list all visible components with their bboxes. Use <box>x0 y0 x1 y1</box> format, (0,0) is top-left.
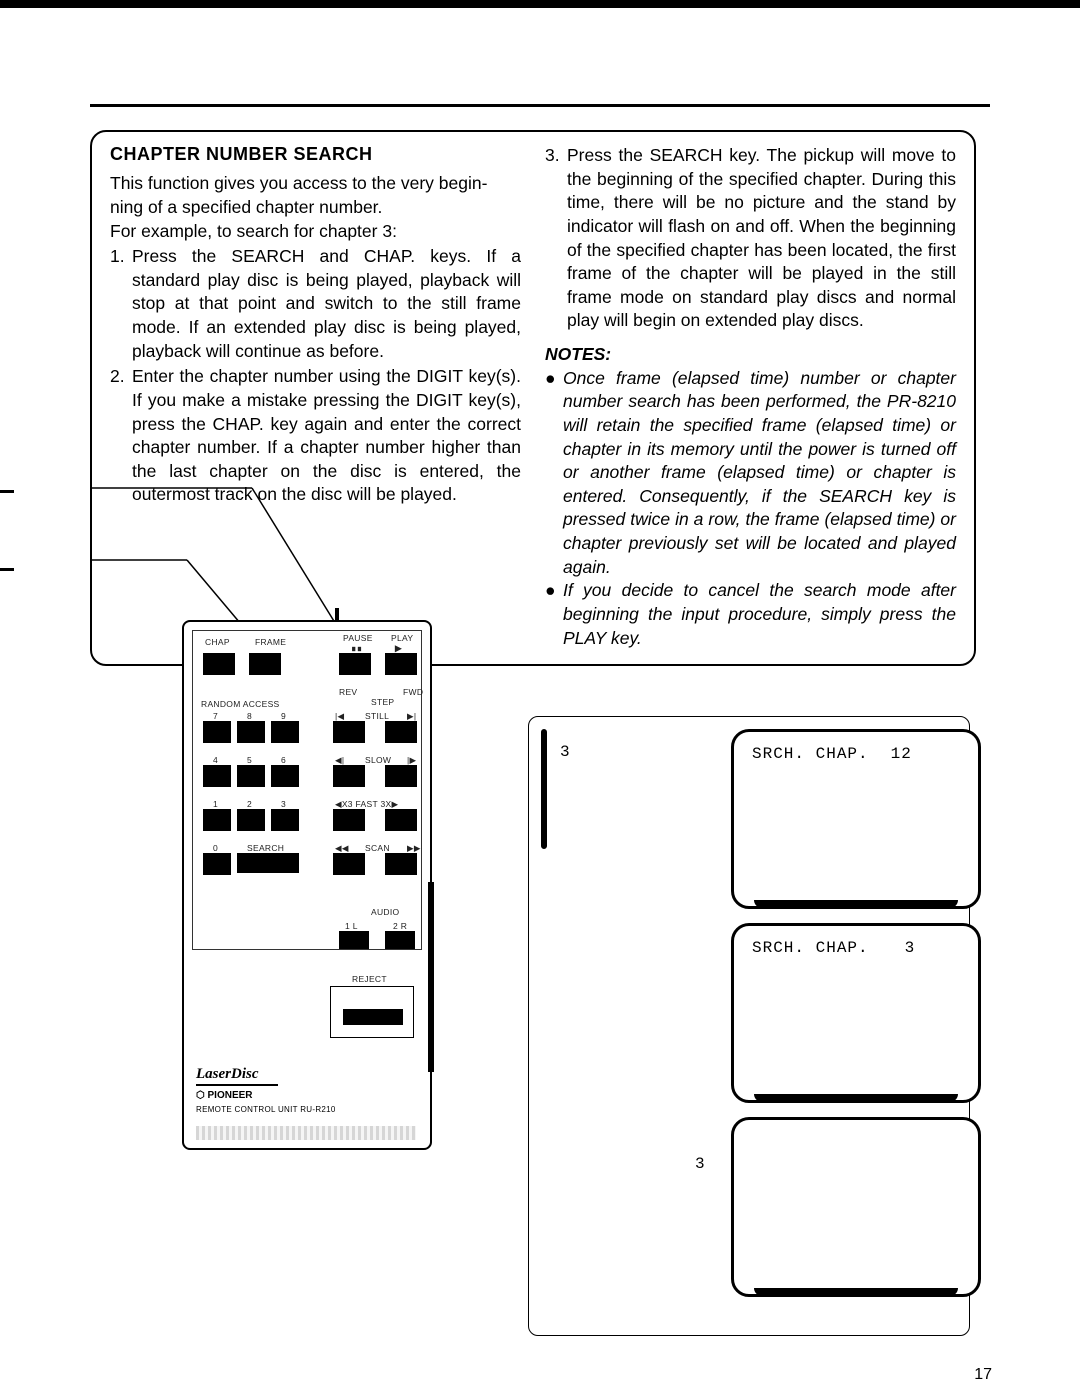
digit-6[interactable] <box>271 765 299 787</box>
reject-button[interactable] <box>343 1009 403 1025</box>
reject-frame <box>330 986 414 1038</box>
audio-label: AUDIO <box>371 907 399 918</box>
intro-line-2: ning of a specified chapter number. <box>110 196 521 220</box>
digit-5[interactable] <box>237 765 265 787</box>
page-number: 17 <box>974 1364 992 1386</box>
reject-label: REJECT <box>352 974 387 985</box>
step-1: 1. Press the SEARCH and CHAP. keys. If a… <box>110 245 521 363</box>
side-strip <box>428 882 434 1072</box>
remote-control: CHAP FRAME PAUSE PLAY ∎∎ ▶ RANDOM ACCESS… <box>182 620 432 1150</box>
osd-line: SRCH. CHAP.3 <box>752 1132 805 1175</box>
model-label: REMOTE CONTROL UNIT RU-R210 <box>196 1105 336 1116</box>
slow-fwd-button[interactable] <box>385 765 417 787</box>
notes-heading: NOTES: <box>545 343 956 367</box>
digit-3[interactable] <box>271 809 299 831</box>
tv-small-number: 3 <box>560 742 570 764</box>
tape-strip <box>196 1126 416 1140</box>
audio-l-button[interactable] <box>339 931 369 949</box>
step-3: 3. Press the SEARCH key. The pickup will… <box>545 144 956 333</box>
digit-1[interactable] <box>203 809 231 831</box>
play-button[interactable] <box>385 653 417 675</box>
digit-0[interactable] <box>203 853 231 875</box>
note-1: ● Once frame (elapsed time) number or ch… <box>545 367 956 580</box>
tv-examples-box: 3 SRCH. CHAP.12 SRCH. CHAP.3 SRCH. CHAP.… <box>528 716 970 1336</box>
digit-2[interactable] <box>237 809 265 831</box>
digit-8[interactable] <box>237 721 265 743</box>
audio-r-button[interactable] <box>385 931 415 949</box>
step-text: The pickup will move to the beginning of… <box>567 145 956 330</box>
tv-small: 3 <box>541 729 547 849</box>
fast-rev-button[interactable] <box>333 809 365 831</box>
note-2: ● If you decide to cancel the search mod… <box>545 579 956 650</box>
step-body: Press the SEARCH key. The pickup will mo… <box>567 144 956 333</box>
search-button[interactable] <box>237 853 299 873</box>
intro-line-1: This function gives you access to the ve… <box>110 172 521 196</box>
horizontal-rule <box>90 104 990 107</box>
crop-mark <box>0 568 14 571</box>
frame-button[interactable] <box>249 653 281 675</box>
scan-top-edge <box>0 0 1080 8</box>
osd-line: SRCH. CHAP.12 <box>752 744 912 766</box>
osd-line: SRCH. CHAP.3 <box>752 938 915 960</box>
right-column: 3. Press the SEARCH key. The pickup will… <box>545 142 956 650</box>
note-text: Once frame (elapsed time) number or chap… <box>563 367 956 580</box>
pioneer-logo: ⬡ PIONEER <box>196 1089 253 1103</box>
notes-list: ● Once frame (elapsed time) number or ch… <box>545 367 956 651</box>
logo-underline <box>196 1084 278 1086</box>
step-body: Press the SEARCH and CHAP. keys. If a st… <box>132 245 521 363</box>
tv-screen-1: SRCH. CHAP.12 <box>731 729 981 909</box>
step-number: 3. <box>545 144 567 333</box>
random-access-label: RANDOM ACCESS <box>201 699 280 710</box>
pause-button[interactable] <box>339 653 371 675</box>
remote-inner-frame: CHAP FRAME PAUSE PLAY ∎∎ ▶ RANDOM ACCESS… <box>192 630 422 950</box>
tv-screen-3: SRCH. CHAP.3 <box>731 1117 981 1297</box>
crop-mark <box>0 490 14 493</box>
fast-fwd-button[interactable] <box>385 809 417 831</box>
digit-4[interactable] <box>203 765 231 787</box>
chap-button[interactable] <box>203 653 235 675</box>
step-lead: Press the SEARCH and CHAP. keys. <box>132 246 471 266</box>
digit-9[interactable] <box>271 721 299 743</box>
laserdisc-logo: LaserDisc <box>196 1064 259 1084</box>
scan-rev-button[interactable] <box>333 853 365 875</box>
bullet-icon: ● <box>545 367 563 580</box>
scan-fwd-button[interactable] <box>385 853 417 875</box>
chap-label: CHAP <box>205 637 230 648</box>
step-number: 1. <box>110 245 132 363</box>
section-title: CHAPTER NUMBER SEARCH <box>110 142 521 166</box>
step-rev-button[interactable] <box>333 721 365 743</box>
note-text: If you decide to cancel the search mode … <box>563 579 956 650</box>
bullet-icon: ● <box>545 579 563 650</box>
step-lead: Press the SEARCH key. <box>567 145 760 165</box>
steps-right: 3. Press the SEARCH key. The pickup will… <box>545 144 956 333</box>
tv-screen-2: SRCH. CHAP.3 <box>731 923 981 1103</box>
frame-label: FRAME <box>255 637 286 648</box>
step-fwd-button[interactable] <box>385 721 417 743</box>
intro-line-3: For example, to search for chapter 3: <box>110 220 521 244</box>
digit-7[interactable] <box>203 721 231 743</box>
slow-rev-button[interactable] <box>333 765 365 787</box>
